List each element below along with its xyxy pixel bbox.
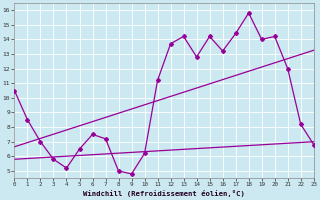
X-axis label: Windchill (Refroidissement éolien,°C): Windchill (Refroidissement éolien,°C) bbox=[83, 190, 245, 197]
